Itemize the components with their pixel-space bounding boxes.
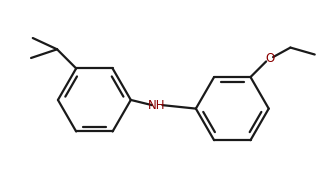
Text: NH: NH <box>148 99 165 112</box>
Text: O: O <box>265 52 274 65</box>
